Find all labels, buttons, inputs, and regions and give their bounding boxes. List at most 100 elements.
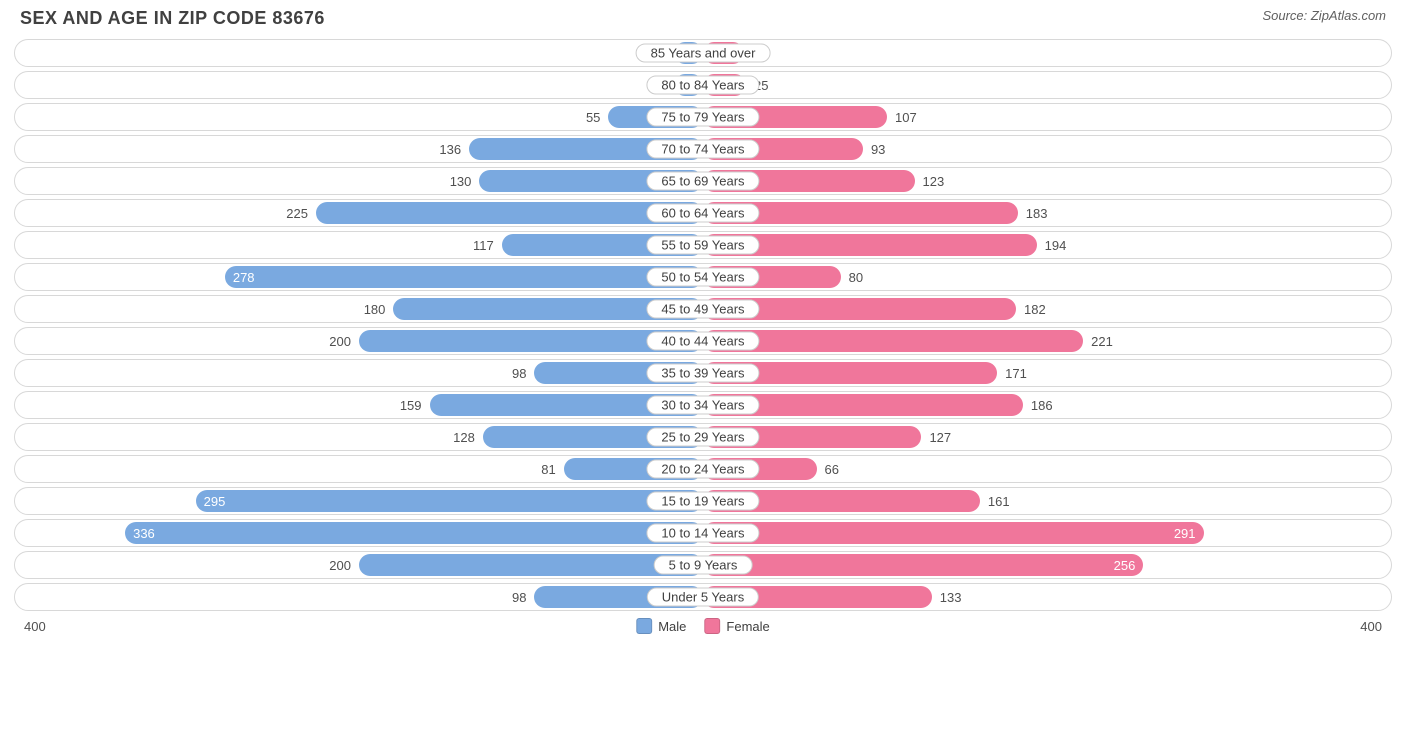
female-half: 107 [703,106,1391,128]
female-value: 93 [863,142,893,157]
chart-row: 20022140 to 44 Years [14,327,1392,355]
legend-label: Female [726,619,769,634]
female-half: 123 [703,170,1391,192]
female-half: 25 [703,74,1391,96]
female-value: 66 [817,462,847,477]
female-value: 182 [1016,302,1054,317]
male-value: 55 [578,110,608,125]
chart-row: 172580 to 84 Years [14,71,1392,99]
female-value: 161 [980,494,1018,509]
female-value: 171 [997,366,1035,381]
female-value: 194 [1037,238,1075,253]
chart-row: 278 80 50 to 54 Years [14,263,1392,291]
axis-max-right: 400 [1360,619,1382,634]
male-half: 200 [15,330,703,352]
chart-row: 117 194 55 to 59 Years [14,231,1392,259]
male-bar [316,202,703,224]
chart-row: 98 133Under 5 Years [14,583,1392,611]
age-group-label: 45 to 49 Years [646,300,759,319]
chart-source: Source: ZipAtlas.com [1262,8,1386,23]
chart-row: 1369370 to 74 Years [14,135,1392,163]
age-group-label: 30 to 34 Years [646,396,759,415]
male-value: 295 [204,494,226,509]
male-bar [359,554,703,576]
age-group-label: 10 to 14 Years [646,524,759,543]
chart-row: 180 182 45 to 49 Years [14,295,1392,323]
female-value: 183 [1018,206,1056,221]
male-value: 200 [321,558,359,573]
male-value: 128 [445,430,483,445]
male-half: 130 [15,170,703,192]
age-group-label: 85 Years and over [636,44,771,63]
male-value: 336 [133,526,155,541]
male-half: 278 [15,266,703,288]
female-half: 291 [703,522,1391,544]
male-half: 136 [15,138,703,160]
male-half: 200 [15,554,703,576]
legend-swatch [636,618,652,634]
female-half: 66 [703,458,1391,480]
female-half: 171 [703,362,1391,384]
chart-row: 55 10775 to 79 Years [14,103,1392,131]
male-value: 225 [278,206,316,221]
female-bar: 291 [703,522,1204,544]
legend-swatch [704,618,720,634]
female-half: 186 [703,394,1391,416]
female-value: 291 [1174,526,1196,541]
male-value: 98 [504,366,534,381]
male-value: 200 [321,334,359,349]
age-sex-chart: 172485 Years and over 172580 to 84 Years 5… [8,39,1398,611]
male-half: 17 [15,42,703,64]
age-group-label: Under 5 Years [647,588,759,607]
chart-row: 130 123 65 to 69 Years [14,167,1392,195]
legend-item: Male [636,618,686,634]
age-group-label: 80 to 84 Years [646,76,759,95]
chart-row: 2002565 to 9 Years [14,551,1392,579]
female-value: 186 [1023,398,1061,413]
chart-row: 336 291 10 to 14 Years [14,519,1392,547]
male-value: 117 [465,238,502,253]
age-group-label: 25 to 29 Years [646,428,759,447]
female-value: 127 [921,430,959,445]
male-bar: 336 [125,522,703,544]
female-half: 24 [703,42,1391,64]
male-half: 55 [15,106,703,128]
male-half: 159 [15,394,703,416]
male-value: 136 [431,142,469,157]
chart-row: 128 127 25 to 29 Years [14,423,1392,451]
chart-row: 81 66 20 to 24 Years [14,455,1392,483]
female-bar: 256 [703,554,1143,576]
female-half: 221 [703,330,1391,352]
male-half: 81 [15,458,703,480]
age-group-label: 75 to 79 Years [646,108,759,127]
male-value: 180 [356,302,394,317]
chart-row: 225 183 60 to 64 Years [14,199,1392,227]
age-group-label: 50 to 54 Years [646,268,759,287]
age-group-label: 60 to 64 Years [646,204,759,223]
male-half: 128 [15,426,703,448]
legend: Male Female [636,618,770,634]
chart-row: 295 161 15 to 19 Years [14,487,1392,515]
age-group-label: 20 to 24 Years [646,460,759,479]
female-value: 123 [915,174,953,189]
male-value: 278 [233,270,255,285]
female-half: 133 [703,586,1391,608]
age-group-label: 35 to 39 Years [646,364,759,383]
female-half: 80 [703,266,1391,288]
female-half: 194 [703,234,1391,256]
age-group-label: 15 to 19 Years [646,492,759,511]
female-bar [703,330,1083,352]
age-group-label: 55 to 59 Years [646,236,759,255]
age-group-label: 65 to 69 Years [646,172,759,191]
male-half: 336 [15,522,703,544]
female-value: 80 [841,270,871,285]
male-half: 98 [15,586,703,608]
female-half: 161 [703,490,1391,512]
chart-row: 159 186 30 to 34 Years [14,391,1392,419]
chart-row: 98 171 35 to 39 Years [14,359,1392,387]
male-value: 98 [504,590,534,605]
male-half: 117 [15,234,703,256]
chart-header: SEX AND AGE IN ZIP CODE 83676 Source: Zi… [8,8,1398,35]
legend-item: Female [704,618,769,634]
male-bar: 295 [196,490,703,512]
